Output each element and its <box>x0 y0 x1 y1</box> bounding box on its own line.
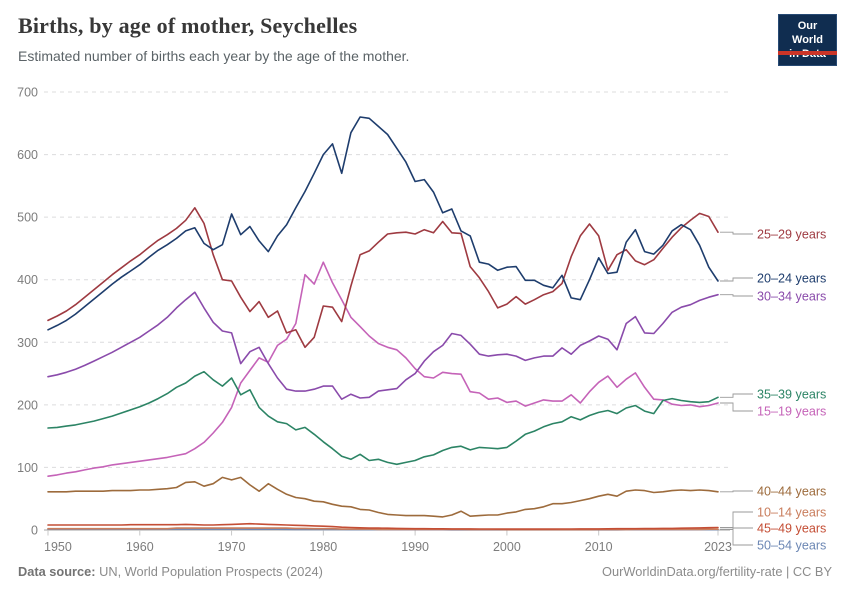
legend-connector-50-54 <box>720 529 753 546</box>
legend-connector-30-34 <box>720 294 753 297</box>
legend-label-25-29[interactable]: 25–29 years <box>757 228 826 242</box>
legend-label-40-44[interactable]: 40–44 years <box>757 485 826 499</box>
legend-label-30-34[interactable]: 30–34 years <box>757 290 826 304</box>
footer-link[interactable]: OurWorldinData.org/fertility-rate <box>602 564 783 579</box>
y-axis-label: 200 <box>17 398 38 412</box>
legend-label-50-54[interactable]: 50–54 years <box>757 539 826 553</box>
legend-connector-45-49 <box>720 527 753 529</box>
y-axis-label: 300 <box>17 336 38 350</box>
y-axis-label: 700 <box>17 86 38 100</box>
legend-connector-35-39 <box>720 393 753 398</box>
data-source-note: Data source: UN, World Population Prospe… <box>18 564 323 579</box>
x-axis-label: 1970 <box>218 540 246 554</box>
y-axis-label: 0 <box>31 524 38 538</box>
legend-label-45-49[interactable]: 45–49 years <box>757 522 826 536</box>
legend-label-35-39[interactable]: 35–39 years <box>757 388 826 402</box>
x-axis-label: 1950 <box>44 540 72 554</box>
y-axis-label: 400 <box>17 273 38 287</box>
owid-logo-line1: Our World <box>792 20 823 46</box>
x-axis-label: 2023 <box>704 540 732 554</box>
y-axis-label: 100 <box>17 461 38 475</box>
owid-logo-stripe <box>778 51 837 55</box>
footer-right: OurWorldinData.org/fertility-rate | CC B… <box>602 564 832 579</box>
x-axis-label: 1960 <box>126 540 154 554</box>
x-axis-label: 1980 <box>309 540 337 554</box>
y-axis-label: 500 <box>17 211 38 225</box>
series-line-25-29[interactable] <box>47 207 719 349</box>
legend-connector-25-29 <box>720 231 753 235</box>
chart-footer: Data source: UN, World Population Prospe… <box>0 564 850 579</box>
legend-connector-15-19 <box>720 402 753 412</box>
data-source-label: Data source: <box>18 564 96 579</box>
x-axis-label: 2010 <box>585 540 613 554</box>
x-axis-label: 2000 <box>493 540 521 554</box>
series-line-20-24[interactable] <box>47 116 719 331</box>
series-line-40-44[interactable] <box>47 476 719 518</box>
legend-label-15-19[interactable]: 15–19 years <box>757 405 826 419</box>
series-line-35-39[interactable] <box>47 370 719 466</box>
legend-connector-40-44 <box>720 490 753 493</box>
x-axis-label: 1990 <box>401 540 429 554</box>
y-axis-label: 600 <box>17 148 38 162</box>
series-line-15-19[interactable] <box>47 261 719 478</box>
legend-connector-20-24 <box>720 277 753 282</box>
legend-connector-10-14 <box>720 511 753 530</box>
legend-label-10-14[interactable]: 10–14 years <box>757 506 826 520</box>
footer-license: | CC BY <box>782 564 832 579</box>
chart-title: Births, by age of mother, Seychelles <box>18 13 358 38</box>
data-source-text: UN, World Population Prospects (2024) <box>95 564 323 579</box>
series-line-30-34[interactable] <box>47 291 719 401</box>
chart-subtitle: Estimated number of births each year by … <box>18 48 410 64</box>
series-line-45-49[interactable] <box>47 522 719 530</box>
legend-label-20-24[interactable]: 20–24 years <box>757 272 826 286</box>
